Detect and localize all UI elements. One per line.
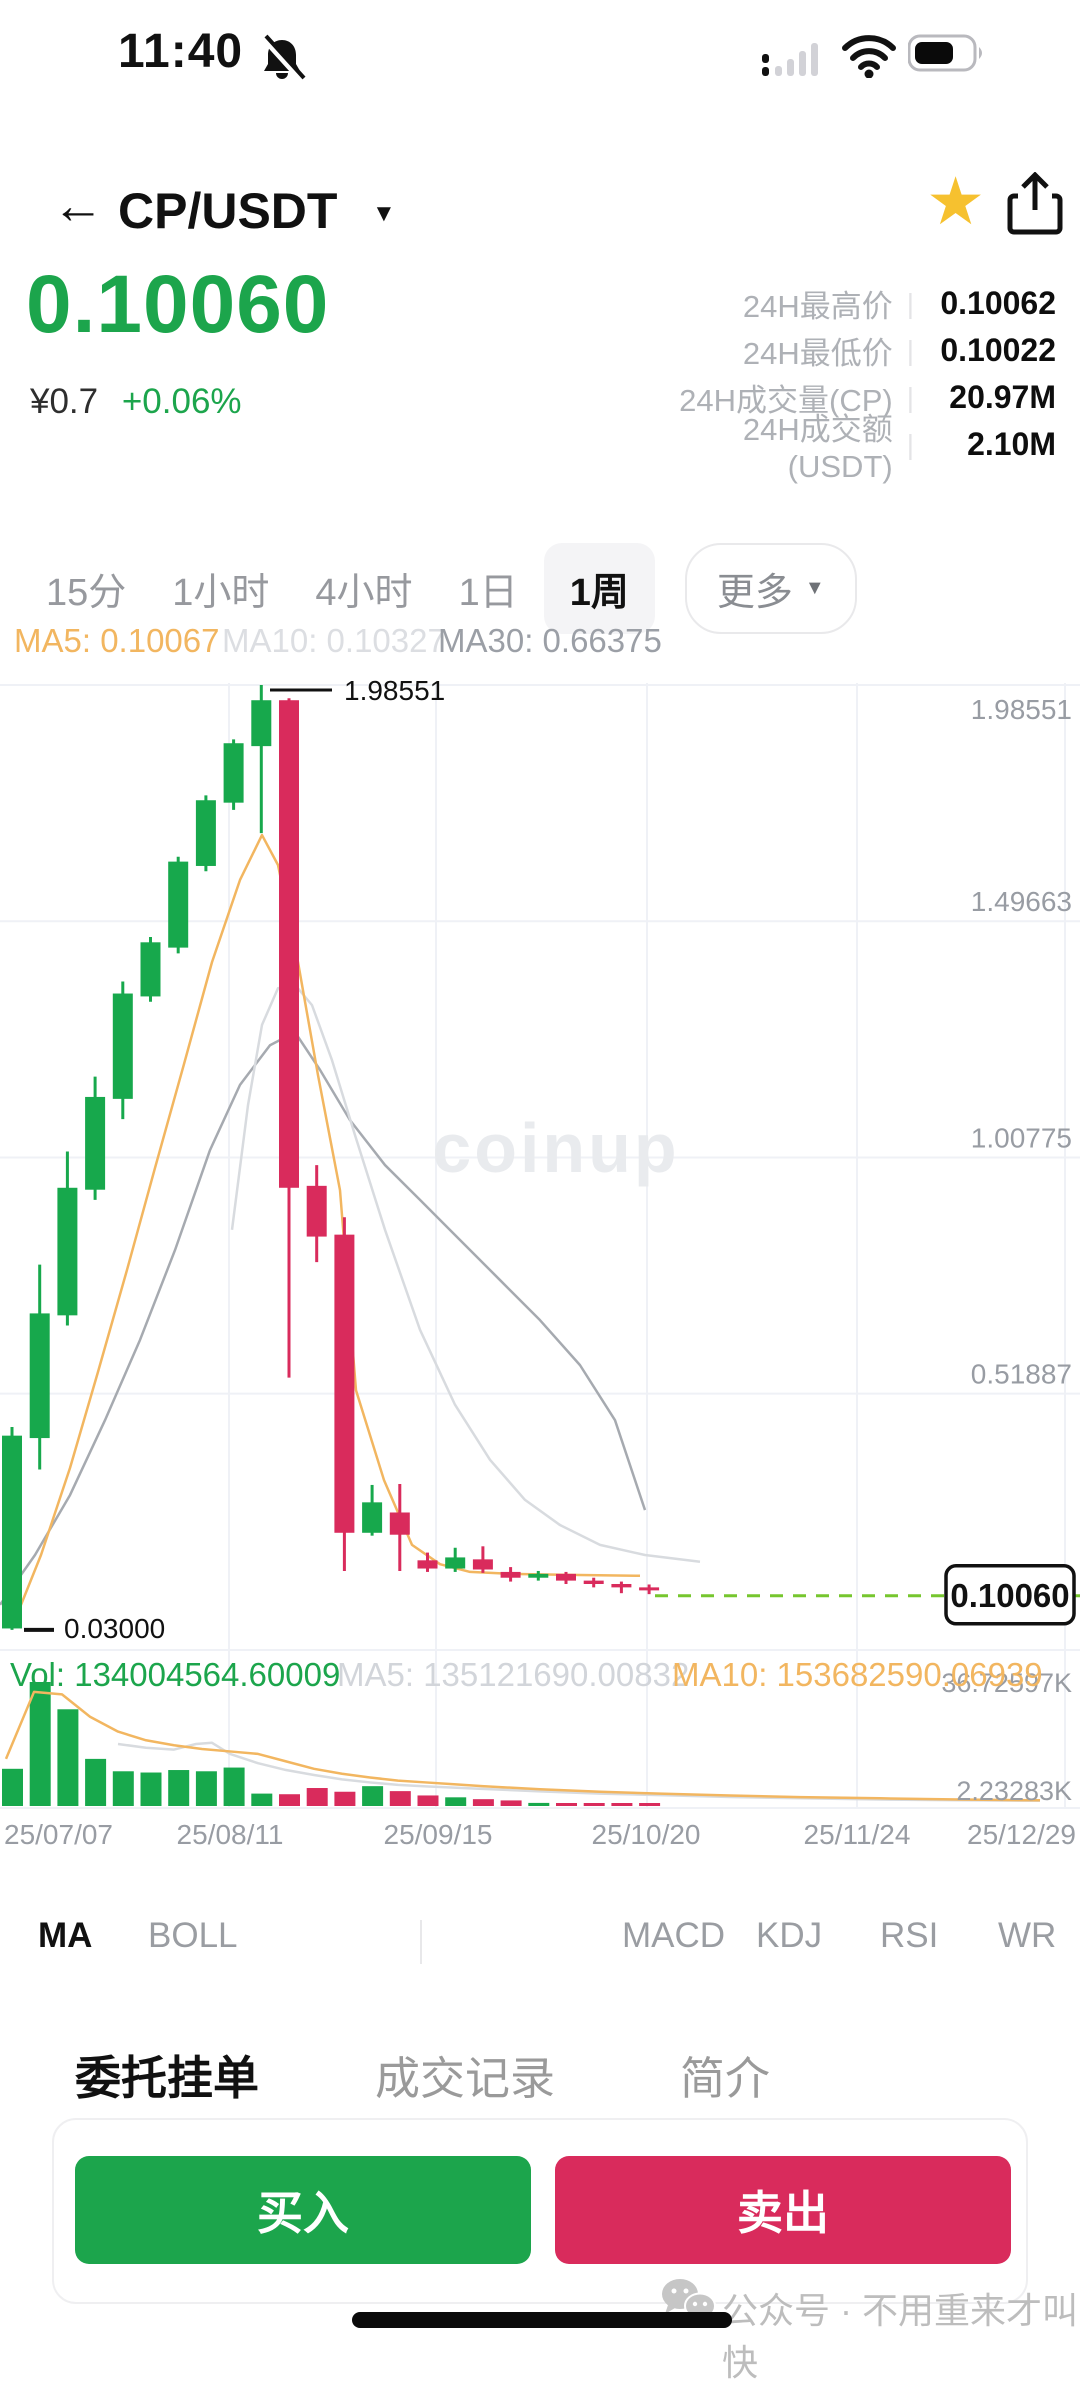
svg-text:0.03000: 0.03000 (64, 1613, 165, 1644)
svg-text:25/09/15: 25/09/15 (384, 1819, 493, 1850)
svg-text:coinup: coinup (432, 1109, 679, 1187)
stat-row: 24H成交量(CP) | 20.97M (679, 379, 1056, 418)
candles (2, 685, 660, 1630)
stats-panel: 24H最高价 | 0.10062 24H最低价 | 0.10022 24H成交量(C… (640, 280, 1056, 484)
tab-intro[interactable]: 简介 (680, 2053, 771, 2104)
tab-4h[interactable]: 4小时 (315, 571, 413, 614)
volume-axis: 36.72597K 2.23283K (941, 1668, 1072, 1806)
svg-text:25/07/07: 25/07/07 (4, 1819, 113, 1850)
current-price-box: 0.10060 (944, 1564, 1076, 1626)
cellular-signal-icon (762, 40, 828, 80)
ma30-label: MA30: 0.66375 (438, 622, 662, 659)
stat-row: 24H最高价 | 0.10062 (742, 285, 1056, 324)
indicator-rsi[interactable]: RSI (880, 1916, 939, 1955)
svg-text:1.00775: 1.00775 (971, 1122, 1072, 1153)
svg-text:25/10/20: 25/10/20 (592, 1819, 701, 1850)
volume-ma-lines (4, 1690, 1041, 1803)
chart-watermark: coinup (432, 1109, 679, 1187)
favorite-star-icon[interactable]: ★ (926, 164, 986, 238)
svg-text:1.98551: 1.98551 (971, 694, 1072, 725)
bell-muted-icon (256, 34, 308, 86)
indicator-macd[interactable]: MACD (622, 1916, 726, 1955)
tab-15m[interactable]: 15分 (46, 571, 127, 614)
svg-text:0.10060: 0.10060 (950, 1577, 1069, 1614)
svg-text:1.98551: 1.98551 (344, 675, 445, 706)
chevron-down-icon: ▼ (804, 576, 825, 599)
battery-icon (908, 34, 986, 74)
footer-watermark-text: 公众号 · 不用重来才叫快 (722, 2290, 1078, 2383)
indicator-ma[interactable]: MA (38, 1916, 93, 1955)
sell-button[interactable]: 卖出 (555, 2156, 1011, 2264)
chart-grid: 1.98551 1.49663 1.00775 0.51887 (0, 683, 1080, 1809)
home-indicator[interactable] (352, 2312, 732, 2328)
price-change: +0.06% (121, 382, 242, 421)
svg-text:25/08/11: 25/08/11 (177, 1819, 284, 1850)
tab-1h[interactable]: 1小时 (172, 571, 270, 614)
stat-row: 24H最低价 | 0.10022 (742, 332, 1056, 371)
volume-value-label: Vol: 134004564.60009 (10, 1656, 341, 1693)
last-price: 0.10060 (26, 259, 330, 350)
svg-text:0.51887: 0.51887 (971, 1359, 1072, 1390)
pair-title[interactable]: CP/USDT (118, 183, 338, 239)
svg-text:2.23283K: 2.23283K (956, 1776, 1072, 1806)
indicator-divider (420, 1920, 422, 1964)
svg-text:36.72597K: 36.72597K (941, 1668, 1072, 1698)
svg-text:1.49663: 1.49663 (971, 886, 1072, 917)
date-axis: 25/07/07 25/08/11 25/09/15 25/10/20 25/11/24… (4, 1819, 1076, 1850)
svg-text:25/12/29: 25/12/29 (967, 1819, 1076, 1850)
tab-1d[interactable]: 1日 (458, 571, 518, 614)
timeframe-tabs: 15分 1小时 4小时 1日 1周 更多 ▼ (0, 530, 1080, 646)
buy-button[interactable]: 买入 (75, 2156, 531, 2264)
stat-row: 24H成交额(USDT) | 2.10M (742, 412, 1056, 484)
more-dropdown[interactable]: 更多 ▼ (684, 542, 857, 634)
clock: 11:40 (118, 25, 244, 78)
indicator-boll[interactable]: BOLL (148, 1916, 238, 1955)
back-button[interactable]: ← (52, 177, 104, 235)
volume-ma10-label: MA10: 153682590.06939 (672, 1656, 1043, 1693)
volume-bars (2, 1682, 661, 1806)
indicator-wr[interactable]: WR (998, 1916, 1057, 1955)
svg-text:25/11/24: 25/11/24 (804, 1819, 911, 1850)
ma5-label: MA5: 0.10067 (14, 622, 220, 659)
indicator-kdj[interactable]: KDJ (756, 1916, 823, 1955)
wifi-icon (842, 34, 896, 78)
ma10-label: MA10: 0.10327 (222, 622, 446, 659)
fiat-price: ¥0.7 (30, 382, 99, 421)
tab-trade-history[interactable]: 成交记录 (375, 2053, 556, 2104)
tab-open-orders[interactable]: 委托挂单 (75, 2052, 259, 2104)
volume-ma5-label: MA5: 135121690.00832 (337, 1656, 690, 1693)
tab-1w-selected[interactable]: 1周 (543, 542, 655, 634)
share-icon[interactable] (1006, 172, 1064, 236)
trade-card (52, 2118, 1028, 2304)
pair-dropdown-caret-icon[interactable]: ▼ (372, 200, 396, 227)
